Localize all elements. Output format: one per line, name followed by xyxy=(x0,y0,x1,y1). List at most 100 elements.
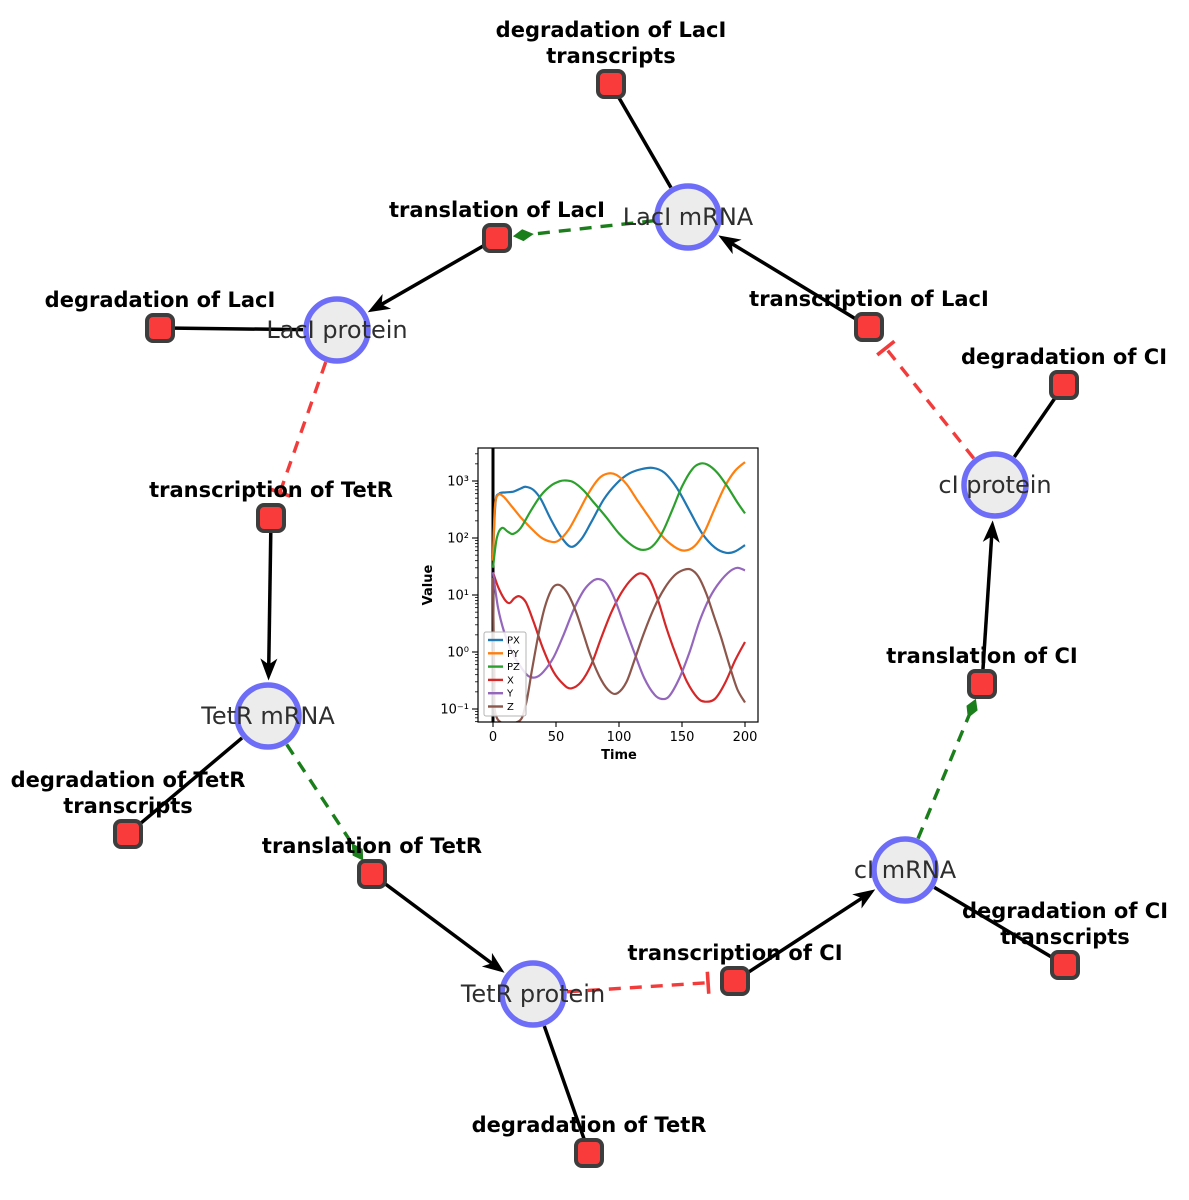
species-node-cI-mRNA[interactable] xyxy=(871,836,939,904)
edge-production-translation-of-tetR-to-tetR-protein xyxy=(382,880,493,965)
edge-inhibition-lacI-protein-to-transcription-of-tetR xyxy=(278,361,328,494)
edge-modifier-cI-mRNA-to-translation-of-cI xyxy=(916,711,973,840)
y-tick-label: 10⁻¹ xyxy=(440,703,469,718)
reaction-label-degradation-of-tetR-transcripts: transcripts xyxy=(63,794,193,818)
reaction-label-transcription-of-tetR: transcription of TetR xyxy=(149,478,393,502)
series-curve-Y xyxy=(491,566,746,701)
reaction-label-degradation-of-lacI-transcripts: degradation of LacI xyxy=(496,18,727,42)
reaction-node-degradation-of-lacI[interactable] xyxy=(145,313,175,343)
x-tick-label: 50 xyxy=(548,730,565,745)
species-node-lacI-protein[interactable] xyxy=(303,296,371,364)
y-tick-label: 10² xyxy=(447,532,469,547)
series-curve-Z xyxy=(491,567,746,722)
y-tick-label: 10¹ xyxy=(447,589,469,604)
y-tick-label: 10³ xyxy=(447,475,469,490)
edge-consumption-tetR-protein-to-degradation-of-tetR xyxy=(542,1025,586,1140)
edge-consumption-cI-mRNA-to-degradation-of-cI-transcripts xyxy=(933,885,1053,959)
arrowhead-cI-protein xyxy=(982,520,1000,543)
species-node-tetR-protein[interactable] xyxy=(499,960,567,1028)
axes-spines xyxy=(477,447,759,723)
y-tick-label: 10⁰ xyxy=(447,646,469,661)
x-tick-label: 100 xyxy=(607,730,632,745)
edge-production-transcription-of-lacI-to-lacI-mRNA xyxy=(731,242,858,322)
inhibition-tbar-transcription-of-cI xyxy=(705,971,711,994)
labels-layer: LacI mRNA LacI protein TetR mRNA TetR prote… xyxy=(11,18,1168,1137)
legend-label-Z: Z xyxy=(507,702,514,713)
edge-inhibition-cI-protein-to-transcription-of-lacI xyxy=(884,347,976,460)
reaction-label-transcription-of-cI: transcription of CI xyxy=(627,941,842,965)
reaction-node-degradation-of-tetR-transcripts[interactable] xyxy=(113,819,143,849)
reaction-label-degradation-of-lacI-transcripts: transcripts xyxy=(546,44,676,68)
reaction-label-degradation-of-cI-transcripts: degradation of CI xyxy=(962,899,1168,923)
inhibition-tbar-transcription-of-tetR xyxy=(268,487,291,498)
edge-production-transcription-of-tetR-to-tetR-mRNA xyxy=(267,531,273,665)
reaction-label-degradation-of-cI-transcripts: transcripts xyxy=(1000,925,1130,949)
species-node-lacI-mRNA[interactable] xyxy=(654,183,722,251)
reaction-label-translation-of-lacI: translation of LacI xyxy=(389,198,605,222)
species-label-lacI-protein: LacI protein xyxy=(266,316,407,344)
reaction-label-translation-of-cI: translation of CI xyxy=(886,644,1077,668)
edge-consumption-tetR-mRNA-to-degradation-of-tetR-transcripts xyxy=(138,736,244,826)
reaction-label-degradation-of-cI: degradation of CI xyxy=(961,345,1167,369)
reaction-node-degradation-of-cI-transcripts[interactable] xyxy=(1050,950,1080,980)
legend-label-X: X xyxy=(507,675,514,686)
series-curve-PZ xyxy=(491,462,746,568)
reaction-label-degradation-of-tetR-transcripts: degradation of TetR xyxy=(11,768,246,792)
arrowhead-cI-mRNA xyxy=(852,889,876,909)
edge-production-translation-of-cI-to-cI-protein xyxy=(981,536,994,671)
reaction-label-degradation-of-lacI: degradation of LacI xyxy=(45,288,276,312)
species-node-tetR-mRNA[interactable] xyxy=(234,682,302,750)
species-node-cI-protein[interactable] xyxy=(961,451,1029,519)
species-label-cI-protein: cI protein xyxy=(938,471,1051,499)
x-tick-label: 200 xyxy=(733,730,758,745)
reaction-node-translation-of-tetR[interactable] xyxy=(357,859,387,889)
plot-area xyxy=(491,448,746,722)
modifier-arrowhead-translation-of-lacI xyxy=(512,229,534,242)
arrowhead-tetR-mRNA xyxy=(260,658,278,681)
modifier-arrowhead-translation-of-cI xyxy=(966,698,978,719)
legend-label-Y: Y xyxy=(506,689,514,700)
inhibition-tbar-transcription-of-lacI xyxy=(876,339,896,357)
species-label-tetR-protein: TetR protein xyxy=(460,980,605,1008)
x-tick-label: 0 xyxy=(489,730,497,745)
chart-legend: PX PY PZ XYZ xyxy=(483,631,527,717)
x-axis-label: Time xyxy=(601,748,637,763)
legend-label-PY: PY xyxy=(507,649,520,660)
reaction-node-degradation-of-lacI-transcripts[interactable] xyxy=(596,69,626,99)
x-tick-label: 150 xyxy=(670,730,695,745)
reaction-node-transcription-of-lacI[interactable] xyxy=(854,312,884,342)
reaction-label-transcription-of-lacI: transcription of LacI xyxy=(749,287,989,311)
legend-label-PX: PX xyxy=(507,636,520,647)
modifier-arrowhead-translation-of-tetR xyxy=(351,843,364,861)
arrowhead-lacI-protein xyxy=(367,293,392,313)
series-curve-PX xyxy=(491,466,746,556)
edge-production-transcription-of-cI-to-cI-mRNA xyxy=(745,896,863,975)
species-label-tetR-mRNA: TetR mRNA xyxy=(200,702,335,730)
legend-label-PZ: PZ xyxy=(507,662,520,673)
edge-consumption-lacI-mRNA-to-degradation-of-lacI-transcripts xyxy=(617,96,673,189)
reaction-node-translation-of-lacI[interactable] xyxy=(482,223,512,253)
reaction-label-degradation-of-tetR: degradation of TetR xyxy=(472,1113,707,1137)
reaction-node-degradation-of-cI[interactable] xyxy=(1049,370,1079,400)
series-curve-PY xyxy=(491,461,746,561)
arrowhead-lacI-mRNA xyxy=(718,235,742,255)
y-axis-label: Value xyxy=(421,564,436,605)
nodes-layer xyxy=(113,69,1080,1168)
edge-consumption-cI-protein-to-degradation-of-cI xyxy=(1012,396,1057,459)
species-label-cI-mRNA: cI mRNA xyxy=(854,856,957,884)
reaction-label-translation-of-tetR: translation of TetR xyxy=(262,834,482,858)
edge-inhibition-tetR-protein-to-transcription-of-cI xyxy=(566,981,709,994)
reaction-node-transcription-of-cI[interactable] xyxy=(720,966,750,996)
reaction-node-transcription-of-tetR[interactable] xyxy=(256,503,286,533)
reaction-node-degradation-of-tetR[interactable] xyxy=(574,1138,604,1168)
species-label-lacI-mRNA: LacI mRNA xyxy=(623,203,754,231)
edge-production-translation-of-lacI-to-lacI-protein xyxy=(380,243,486,306)
reaction-node-translation-of-cI[interactable] xyxy=(967,669,997,699)
arrowhead-tetR-protein xyxy=(481,952,505,973)
series-curve-X xyxy=(491,571,746,703)
edge-consumption-lacI-protein-to-degradation-of-lacI xyxy=(174,326,304,332)
edge-modifier-lacI-mRNA-to-translation-of-lacI xyxy=(526,219,655,237)
